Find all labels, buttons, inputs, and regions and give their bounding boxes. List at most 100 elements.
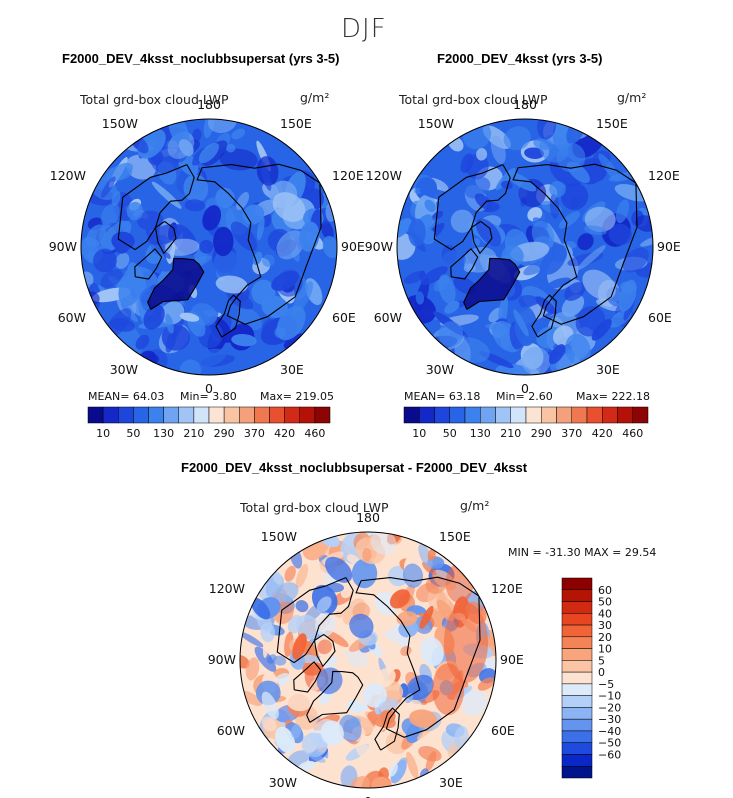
lon-label: 60E: [648, 310, 672, 325]
colorbar-tick-label: −60: [598, 749, 621, 762]
field-cell: [577, 233, 594, 251]
coastline: [147, 257, 205, 310]
field-cell: [178, 139, 194, 157]
lon-label: 150E: [596, 116, 628, 131]
field-cell: [326, 582, 345, 593]
panel-3-variable: Total grd-box cloud LWP: [240, 500, 389, 515]
field-cell: [151, 181, 182, 209]
field-cell: [262, 254, 275, 268]
field-cell: [564, 282, 586, 301]
colorbar-swatch: [561, 601, 593, 614]
field-cell: [577, 245, 606, 270]
lon-label: 180: [356, 510, 380, 525]
field-cell: [351, 558, 378, 589]
panel-1-min: Min= 3.80: [180, 390, 237, 403]
panel-2-max: Max= 222.18: [576, 390, 650, 403]
field-cell: [292, 281, 314, 315]
field-cell: [226, 143, 236, 153]
field-cell: [450, 209, 474, 233]
lon-label: 0: [205, 381, 213, 396]
field-cell: [135, 334, 150, 350]
field-cell: [260, 160, 272, 191]
field-cell: [444, 300, 460, 314]
colorbar-swatch: [561, 742, 593, 755]
colorbar-swatch: [561, 613, 593, 626]
field-cell: [240, 654, 250, 669]
colorbar-tick-label: 30: [598, 619, 612, 632]
lon-label: 120E: [332, 168, 364, 183]
field-cell: [183, 174, 209, 203]
field-cell: [389, 589, 411, 609]
panel-1-title: F2000_DEV_4ksst_noclubbsupersat (yrs 3-5…: [62, 51, 340, 66]
field-cell: [461, 689, 488, 717]
colorbar-swatch: [561, 636, 593, 649]
colorbar-tick-label: 460: [304, 427, 325, 440]
field-cell: [165, 313, 174, 334]
field-cell: [261, 691, 279, 720]
field-cell: [362, 682, 387, 708]
colorbar-tick-label: 130: [153, 427, 174, 440]
colorbar-tick-label: 5: [598, 654, 605, 667]
field-cell: [275, 269, 303, 297]
colorbar-tick-label: 50: [126, 427, 140, 440]
field-cell: [317, 639, 333, 655]
field-cell: [164, 238, 200, 256]
field-cell: [324, 556, 353, 583]
field-cell: [136, 210, 164, 231]
map-1-field: [81, 119, 337, 375]
field-cell: [307, 752, 326, 763]
map-boundary: [396, 118, 654, 376]
field-cell: [179, 312, 200, 322]
field-cell: [100, 202, 120, 228]
field-cell: [513, 309, 529, 337]
field-cell: [284, 631, 294, 657]
field-cell: [184, 199, 205, 212]
field-cell: [371, 776, 392, 788]
field-cell: [503, 126, 531, 151]
coastline: [134, 248, 163, 280]
field-cell: [286, 692, 312, 712]
colorbar-swatch: [561, 648, 593, 661]
colorbar-tick-label: 130: [470, 427, 491, 440]
field-cell: [566, 240, 577, 249]
colorbar-tick-label: −50: [598, 737, 621, 750]
season-title: DJF: [341, 14, 387, 44]
colorbar-swatch: [561, 718, 593, 732]
coastline: [117, 164, 195, 251]
field-cell: [584, 225, 607, 236]
coastline: [374, 707, 400, 751]
lon-label: 120W: [209, 581, 245, 596]
field-cell: [323, 655, 338, 671]
field-cell: [254, 646, 277, 672]
lon-label: 30W: [110, 362, 138, 377]
field-cell: [355, 742, 375, 762]
lon-label: 150W: [418, 116, 454, 131]
coastline: [531, 294, 557, 338]
lon-label: 90E: [500, 652, 524, 667]
field-cell: [388, 762, 398, 777]
colorbar-tick-label: 210: [183, 427, 204, 440]
colorbar-tick-label: 10: [96, 427, 110, 440]
field-cell: [408, 218, 426, 247]
field-cell: [464, 177, 491, 199]
field-cell: [118, 273, 142, 307]
lon-label: 120E: [491, 581, 523, 596]
lon-label: 60W: [58, 310, 86, 325]
lon-label: 60E: [332, 310, 356, 325]
field-cell: [349, 613, 374, 639]
field-cell: [320, 720, 344, 746]
colorbar-tick-label: 60: [598, 584, 612, 597]
colorbar-tick-label: −10: [598, 690, 621, 703]
field-cell: [608, 223, 632, 246]
field-cell: [419, 270, 426, 280]
lon-label: 0: [521, 381, 529, 396]
field-cell: [463, 263, 476, 273]
field-cell: [261, 295, 288, 318]
field-cell: [100, 176, 116, 199]
lon-label: 0: [364, 794, 372, 798]
colorbar-tick-label: 0: [598, 666, 605, 679]
